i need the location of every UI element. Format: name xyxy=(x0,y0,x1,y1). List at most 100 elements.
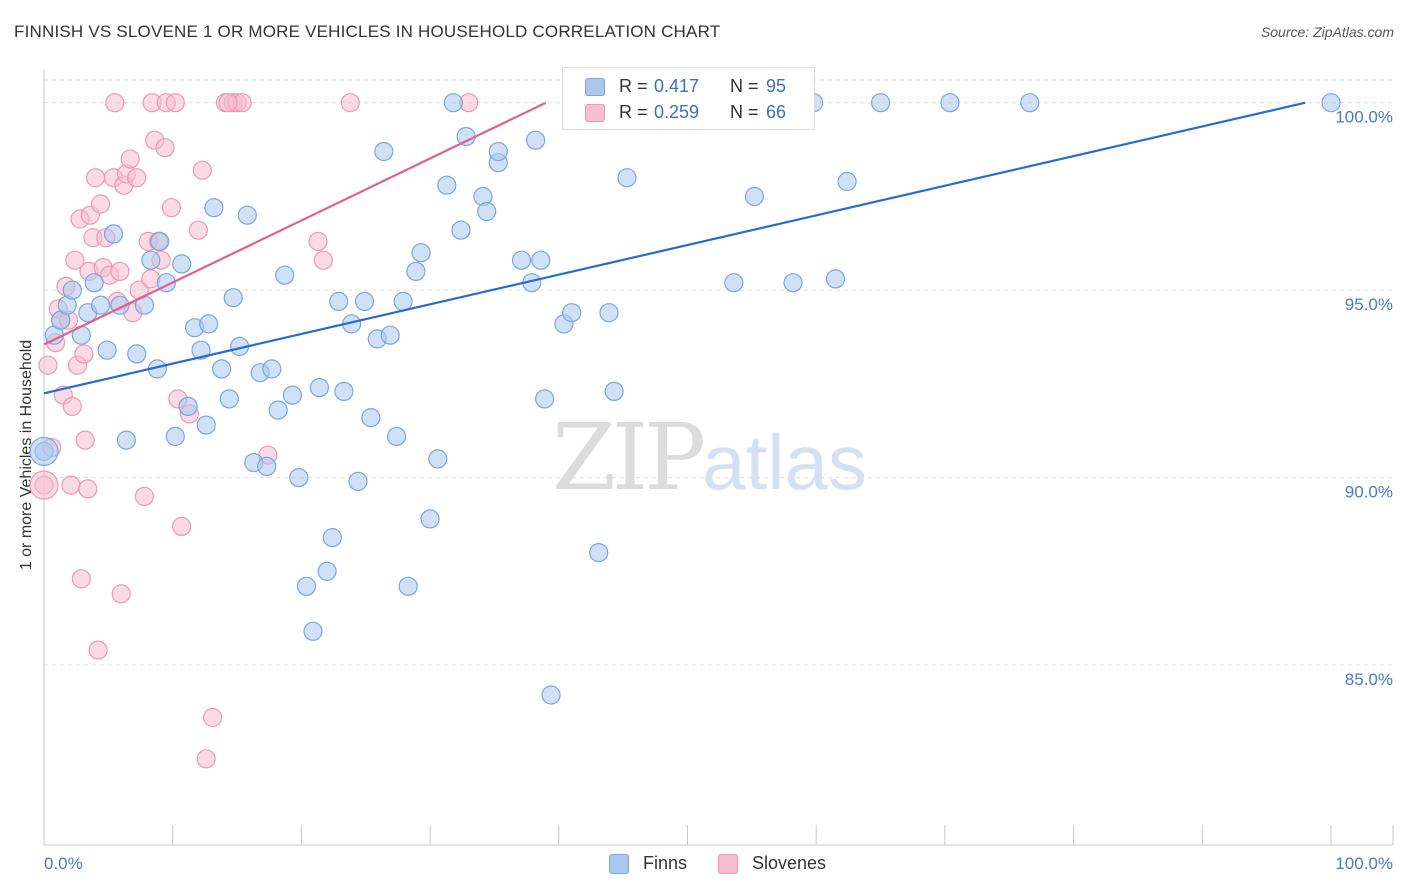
finns-point xyxy=(488,141,508,162)
finns-point xyxy=(262,359,282,379)
finns-point xyxy=(387,426,407,446)
finns-point xyxy=(90,295,111,315)
finns-point xyxy=(456,126,476,147)
correlation-legend: R = 0.417 N = 95 R = 0.259 N = 66 xyxy=(562,67,815,130)
finns-point xyxy=(309,378,329,398)
slovenes-points xyxy=(29,93,479,769)
slovenes-point xyxy=(61,475,81,495)
finns-point xyxy=(172,254,192,274)
finns-point xyxy=(354,291,375,311)
slovenes-point xyxy=(38,355,58,375)
slovenes-point xyxy=(120,149,140,169)
slovenes-point xyxy=(62,396,82,416)
finns-point xyxy=(531,250,551,270)
finns-point xyxy=(322,527,342,548)
finns-point xyxy=(1020,93,1040,113)
watermark: ZIPatlas xyxy=(552,404,867,511)
finns-point xyxy=(116,430,137,450)
finns-point xyxy=(29,436,59,466)
slovenes-point xyxy=(88,640,108,660)
finns-point xyxy=(199,314,219,334)
finns-point xyxy=(178,396,198,416)
bottom-slovenes-swatch xyxy=(718,854,738,874)
finns-point xyxy=(282,385,302,405)
slovenes-point xyxy=(155,138,175,158)
finns-point xyxy=(398,576,418,596)
finns-point xyxy=(196,415,216,435)
source-label: Source: ZipAtlas.com xyxy=(1260,24,1394,40)
finns-point xyxy=(204,198,224,218)
slovenes-n-value: 66 xyxy=(766,102,787,122)
chart-title: FINNISH VS SLOVENE 1 OR MORE VEHICLES IN… xyxy=(14,22,721,41)
slovenes-point xyxy=(308,231,328,251)
finns-r-value: 0.417 xyxy=(654,76,700,96)
slovenes-point xyxy=(75,430,95,450)
finns-point xyxy=(219,389,239,409)
finns-point xyxy=(268,400,288,420)
finns-point xyxy=(393,291,413,311)
y-tick-label: 85.0% xyxy=(1345,670,1393,689)
finns-point xyxy=(361,408,381,428)
finns-point xyxy=(289,468,309,488)
slovenes-r-label: R = xyxy=(619,102,648,122)
x-tick-label: 0.0% xyxy=(44,854,83,873)
slovenes-point xyxy=(105,93,125,113)
finns-point xyxy=(406,261,426,281)
slovenes-point xyxy=(78,479,98,499)
finns-point xyxy=(103,224,124,244)
slovenes-point xyxy=(134,486,154,506)
slovenes-r-value: 0.259 xyxy=(654,102,700,122)
bottom-finns-swatch xyxy=(609,854,629,874)
finns-point xyxy=(783,273,803,293)
trend-lines xyxy=(43,101,1306,395)
bottom-finns-label: Finns xyxy=(643,853,688,873)
finns-point xyxy=(141,250,161,270)
slovenes-swatch xyxy=(585,104,605,122)
finns-point xyxy=(724,273,744,293)
watermark-atlas: atlas xyxy=(702,418,867,506)
slovenes-point xyxy=(340,93,360,113)
finns-point xyxy=(589,542,609,563)
slovenes-point xyxy=(165,93,185,113)
finns-point xyxy=(940,93,960,113)
finns-point xyxy=(437,175,457,195)
y-tick-label: 100.0% xyxy=(1335,108,1393,127)
finns-point xyxy=(870,93,891,113)
finns-point xyxy=(534,389,555,409)
finns-r-label: R = xyxy=(619,76,648,96)
finns-point xyxy=(275,265,295,285)
finns-point xyxy=(223,288,243,308)
finns-point xyxy=(317,561,337,581)
slovenes-point xyxy=(127,168,147,188)
slovenes-point xyxy=(192,160,212,180)
finns-point xyxy=(604,381,624,401)
finns-point xyxy=(84,273,104,293)
slovenes-point xyxy=(172,516,192,537)
finns-point xyxy=(329,291,349,311)
finns-point xyxy=(428,449,448,469)
finns-point xyxy=(511,250,532,270)
finns-point xyxy=(257,456,277,476)
finns-point xyxy=(525,130,546,150)
finns-points xyxy=(29,93,1341,705)
finns-trend-line xyxy=(43,101,1306,395)
finns-point xyxy=(374,141,394,162)
slovenes-point xyxy=(196,749,216,769)
finns-point xyxy=(127,344,147,364)
finns-point xyxy=(296,576,317,596)
x-tick-label: 100.0% xyxy=(1335,854,1393,873)
finns-point xyxy=(617,168,637,188)
finns-point xyxy=(443,93,463,113)
finns-point xyxy=(165,426,185,446)
slovenes-point xyxy=(29,470,59,500)
finns-point xyxy=(837,171,857,192)
finns-point xyxy=(191,340,211,360)
finns-point xyxy=(599,303,619,323)
slovenes-point xyxy=(188,220,208,240)
slovenes-n-label: N = xyxy=(730,102,759,122)
finns-point xyxy=(97,340,117,360)
finns-point xyxy=(420,509,440,529)
finns-point xyxy=(411,243,431,263)
slovenes-point xyxy=(90,194,111,214)
